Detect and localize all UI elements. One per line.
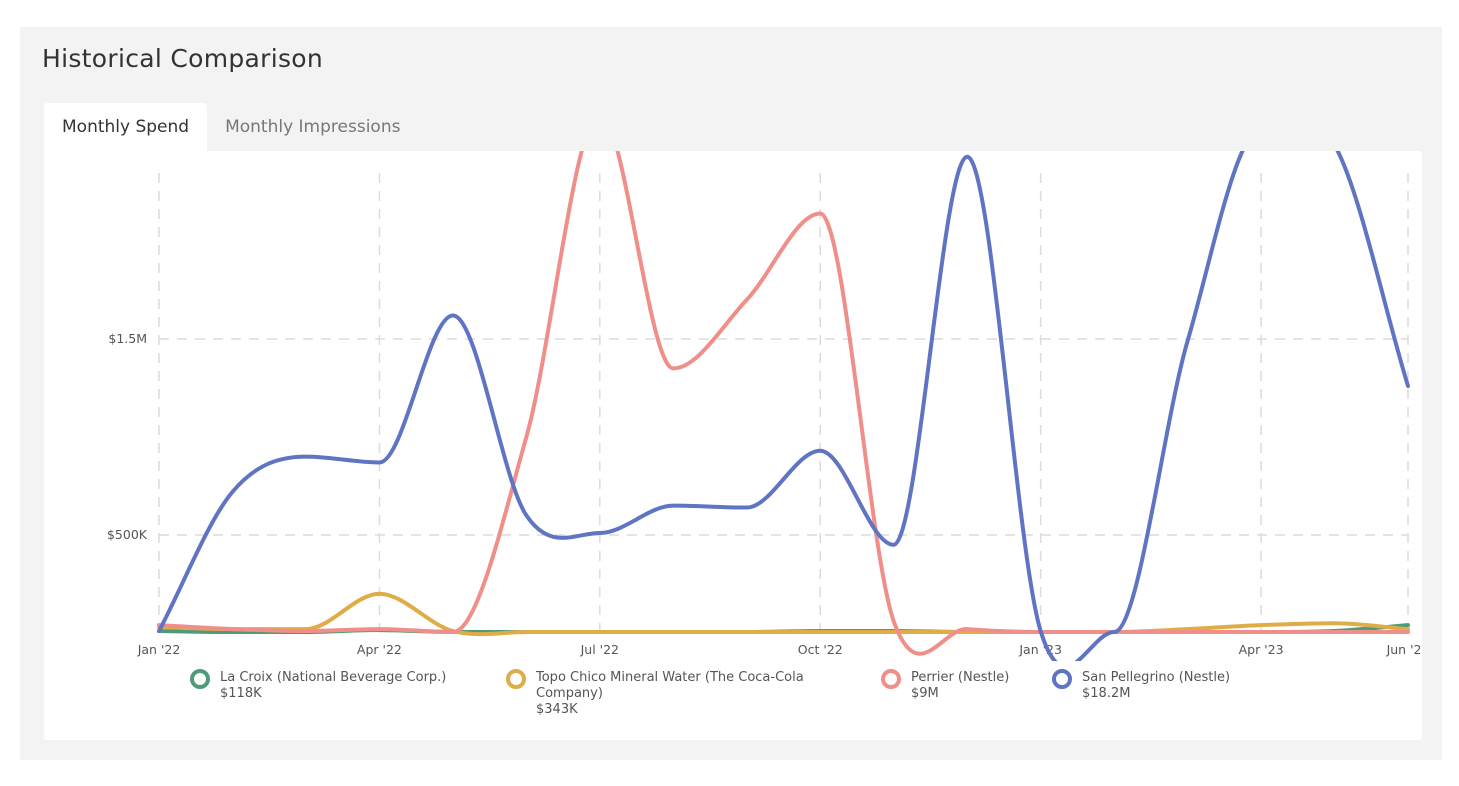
x-tick-label: Jul '22 — [580, 642, 619, 657]
legend-series-name: San Pellegrino (Nestle) — [1082, 670, 1231, 685]
legend-swatch-icon — [1052, 669, 1072, 689]
legend-swatch-icon — [881, 669, 901, 689]
x-tick-label: Oct '22 — [798, 642, 843, 657]
legend-item[interactable]: La Croix (National Beverage Corp.) $118K — [190, 669, 490, 702]
panel-title: Historical Comparison — [42, 44, 324, 73]
y-tick-label: $1.5M — [108, 331, 147, 346]
legend-series-total: $18.2M — [1082, 686, 1131, 701]
tab-bar: Monthly Spend Monthly Impressions — [44, 103, 418, 151]
legend-series-total: $118K — [220, 686, 262, 701]
legend-item[interactable]: Perrier (Nestle) $9M — [881, 669, 1041, 702]
historical-comparison-panel: Historical Comparison Monthly Spend Mont… — [20, 27, 1442, 760]
series-line-san-3 — [157, 151, 1410, 661]
legend-item[interactable]: Topo Chico Mineral Water (The Coca-Cola … — [506, 669, 866, 718]
x-tick-label: Jan '23 — [1018, 642, 1062, 657]
x-tick-label: Jun '23 — [1386, 642, 1422, 657]
legend-series-name: Topo Chico Mineral Water (The Coca-Cola … — [536, 670, 804, 701]
legend-swatch-icon — [506, 669, 526, 689]
legend-swatch-icon — [190, 669, 210, 689]
series-line-perrier-2 — [157, 151, 1410, 656]
legend-series-name: Perrier (Nestle) — [911, 670, 1010, 685]
x-tick-label: Jan '22 — [137, 642, 181, 657]
y-tick-label: $500K — [107, 527, 148, 542]
tab-monthly-impressions[interactable]: Monthly Impressions — [225, 117, 401, 137]
legend-series-total: $9M — [911, 686, 939, 701]
series-line-topo-1 — [157, 591, 1410, 637]
legend-item[interactable]: San Pellegrino (Nestle) $18.2M — [1052, 669, 1272, 702]
x-tick-label: Apr '22 — [357, 642, 402, 657]
tab-monthly-spend[interactable]: Monthly Spend — [44, 103, 208, 151]
legend-series-total: $343K — [536, 702, 578, 717]
x-tick-label: Apr '23 — [1239, 642, 1284, 657]
legend-series-name: La Croix (National Beverage Corp.) — [220, 670, 447, 685]
